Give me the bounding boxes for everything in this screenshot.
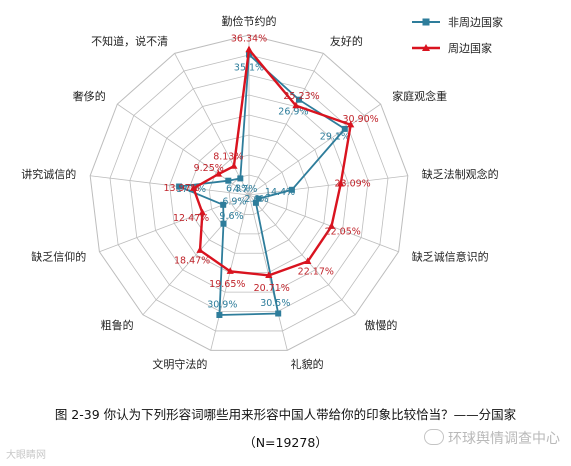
legend-marker-series-1	[422, 18, 430, 26]
data-label-series-1: 30.9%	[207, 299, 237, 310]
data-label-series-1: 2.6%	[244, 194, 268, 205]
data-label-series-1: 26.9%	[278, 106, 308, 117]
series-line-1	[175, 52, 347, 316]
grid-ring	[109, 54, 389, 332]
series-1-point	[225, 177, 232, 184]
series-1-point	[296, 96, 302, 103]
grid-ring	[228, 174, 270, 215]
watermark-right-text: 环球舆情调查中心	[448, 431, 560, 447]
data-label-series-2: 18.47%	[174, 255, 210, 266]
series-1-point	[176, 183, 183, 190]
data-label-series-2: 19.65%	[209, 279, 245, 290]
axis-label-5: 傲慢的	[364, 318, 397, 332]
series-line-2	[192, 46, 353, 277]
series-2-point	[265, 271, 273, 278]
axis-label-0: 勤俭节约的	[222, 14, 277, 28]
grid-ring	[129, 74, 369, 312]
axis-label-12: 不知道，说不清	[91, 34, 168, 48]
data-label-series-2: 36.34%	[231, 34, 267, 45]
axis-label-4: 缺乏诚信意识的	[412, 250, 489, 264]
series-2-point	[189, 184, 198, 191]
data-label-series-2: 9.25%	[194, 163, 224, 174]
grid-ring	[189, 134, 309, 254]
data-label-series-1: 9.6%	[219, 211, 243, 222]
grid-spoke	[248, 194, 399, 253]
grid-spoke	[90, 175, 250, 196]
grid-ring	[149, 94, 349, 293]
legend-label-series-2: 周边国家	[448, 41, 492, 55]
axis-label-11: 奢侈的	[73, 89, 106, 103]
series-2-point	[327, 222, 336, 229]
series-2-point	[347, 120, 355, 128]
grid-spoke	[248, 175, 408, 196]
series-2-point	[196, 246, 204, 253]
wechat-icon	[424, 429, 444, 445]
series-1-point	[288, 186, 295, 193]
data-label-series-2: 22.05%	[325, 227, 361, 238]
axis-label-8: 粗鲁的	[101, 318, 134, 332]
series-2-point	[304, 257, 312, 264]
series-2-point	[337, 179, 345, 187]
data-label-series-2: 13.97%	[163, 183, 199, 194]
data-label-series-2: 22.17%	[298, 266, 334, 277]
legend: 非周边国家 周边国家	[412, 15, 503, 55]
axis-label-7: 文明守法的	[152, 357, 207, 371]
series-1-point	[252, 199, 259, 206]
grid-spoke	[248, 53, 324, 196]
series-1-point	[216, 312, 223, 318]
data-label-series-2: 20.71%	[254, 283, 290, 294]
series-1-point	[220, 220, 227, 227]
axis-label-9: 缺乏信仰的	[31, 250, 86, 264]
axis-label-3: 缺乏法制观念的	[422, 167, 499, 181]
series-2-point	[230, 162, 238, 169]
series-1-point	[237, 175, 244, 182]
figure-caption: 图 2-39 你认为下列形容词哪些用来形容中国人带给你的印象比较恰当？——分国家	[54, 407, 517, 422]
data-label-series-1: 6.9%	[222, 197, 246, 208]
data-label-series-1: 35.1%	[234, 63, 264, 74]
data-label-series-1: 6.3%	[226, 184, 250, 195]
series-2-point	[214, 170, 223, 177]
data-label-series-1: 29.1%	[320, 132, 350, 143]
figure-sample-size: （N=19278）	[243, 435, 328, 450]
series-1-point	[255, 195, 262, 202]
grid-ring	[89, 34, 409, 351]
series-2-point	[245, 45, 253, 53]
grid-spoke	[142, 194, 250, 316]
data-label-series-2: 23.09%	[334, 178, 370, 189]
grid-spoke	[248, 103, 381, 196]
data-label-series-1: 14.4%	[265, 187, 295, 198]
data-label-series-1: 30.5%	[260, 298, 290, 309]
legend-label-series-1: 非周边国家	[448, 15, 503, 29]
data-label-series-2: 8.13%	[213, 152, 243, 163]
radar-grid	[89, 34, 409, 351]
radar-series: 35.1% 26.9% 29.1% 14.4%2.6% 30.5% 30.9% 9.6% 6.…	[163, 34, 379, 318]
axis-label-2: 家庭观念重	[392, 89, 447, 103]
series-2-point	[292, 101, 300, 109]
legend-marker-series-2	[422, 44, 430, 51]
watermark-right: 环球舆情调查中心	[360, 428, 560, 448]
watermark-left: 大眼睛网	[6, 450, 46, 461]
axis-label-6: 礼貌的	[291, 357, 324, 371]
series-2-point	[198, 208, 206, 216]
grid-spoke	[248, 194, 356, 316]
data-label-series-1: 4.7%	[233, 184, 257, 195]
grid-spoke	[174, 53, 250, 196]
data-label-series-2: 30.90%	[342, 114, 378, 125]
data-label-series-2: 25.23%	[283, 91, 319, 102]
data-label-series-2: 12.47%	[173, 213, 209, 224]
series-1-point	[341, 125, 348, 132]
axis-label-10: 讲究诚信的	[21, 167, 76, 181]
series-2-point	[226, 267, 234, 274]
axis-label-1: 友好的	[330, 34, 363, 48]
series-1-point	[275, 310, 282, 317]
series-1-point	[220, 201, 227, 208]
